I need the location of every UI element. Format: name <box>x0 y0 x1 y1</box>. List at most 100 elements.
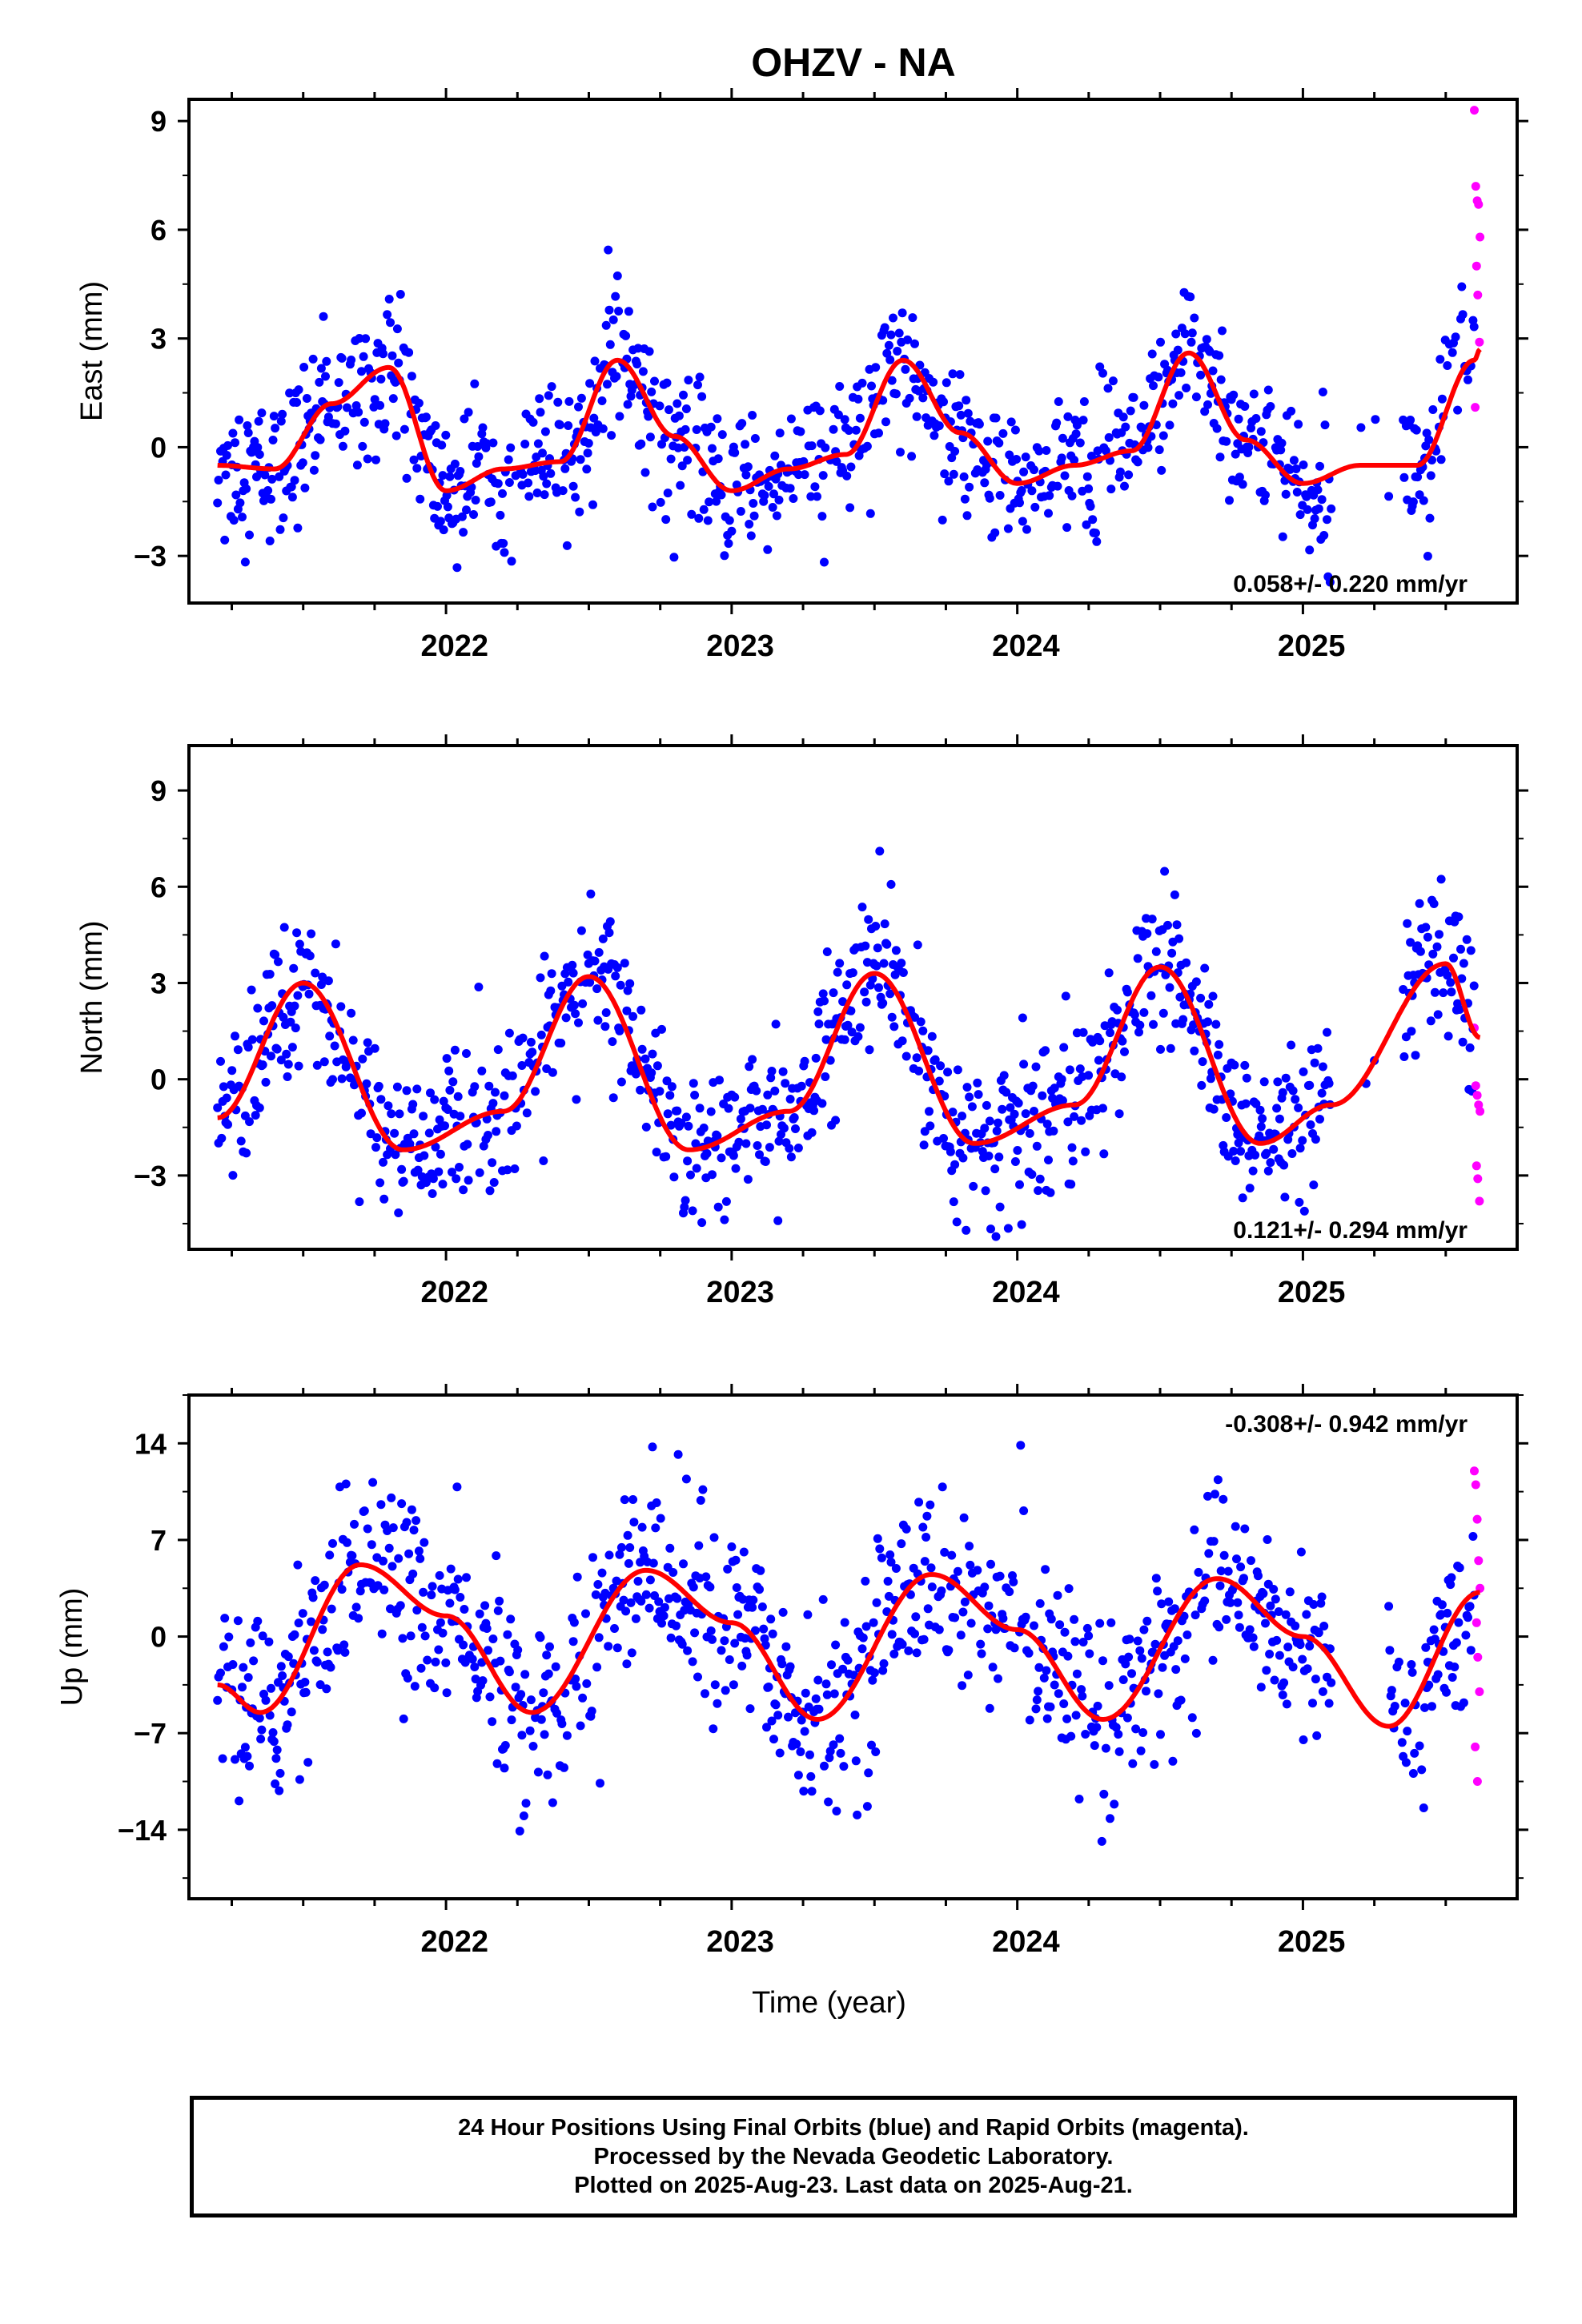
final-point <box>980 478 990 488</box>
final-point <box>520 440 530 448</box>
final-point <box>1315 1115 1324 1124</box>
final-point <box>583 448 592 458</box>
final-point <box>409 1129 419 1139</box>
final-point <box>1419 1803 1428 1812</box>
final-point <box>438 1180 448 1189</box>
final-point <box>1274 1607 1283 1616</box>
final-point <box>323 412 333 422</box>
final-point <box>1136 1746 1146 1755</box>
final-point <box>379 1585 389 1594</box>
final-point <box>958 1112 967 1121</box>
final-point <box>923 1604 933 1614</box>
final-point <box>982 1100 991 1110</box>
final-point <box>604 1642 613 1651</box>
final-point <box>631 1614 640 1623</box>
final-point <box>871 1747 881 1756</box>
final-point <box>370 395 379 404</box>
final-point <box>710 1680 720 1690</box>
final-point <box>1149 381 1158 391</box>
final-point <box>231 490 241 500</box>
final-point <box>428 1174 438 1184</box>
final-point <box>1426 1016 1435 1026</box>
final-point <box>337 353 347 363</box>
final-point <box>624 307 633 316</box>
final-point <box>914 1066 924 1076</box>
final-point <box>1433 1010 1443 1019</box>
final-point <box>1166 1043 1175 1053</box>
final-point <box>683 456 693 465</box>
final-point <box>240 1743 250 1752</box>
final-point <box>1171 329 1181 339</box>
final-point <box>1104 1681 1114 1691</box>
final-point <box>253 1616 263 1626</box>
final-point <box>674 411 684 420</box>
final-point <box>443 502 452 512</box>
final-point <box>875 1544 885 1554</box>
final-point <box>448 1077 458 1087</box>
final-point <box>330 1041 339 1051</box>
final-point <box>1115 467 1125 476</box>
final-point <box>1167 948 1177 958</box>
final-point <box>276 416 286 426</box>
final-point <box>848 968 857 978</box>
final-point <box>1238 1193 1247 1203</box>
final-point <box>891 1564 901 1573</box>
final-point <box>489 1178 499 1187</box>
final-point <box>840 415 849 424</box>
final-point <box>1291 464 1301 473</box>
final-point <box>271 1754 281 1763</box>
final-point <box>1078 1638 1088 1647</box>
final-point <box>889 313 897 323</box>
final-point <box>295 939 304 949</box>
final-point <box>983 1624 993 1634</box>
final-point <box>1420 1703 1429 1712</box>
final-point <box>662 1076 672 1086</box>
final-point <box>1453 405 1463 415</box>
final-point <box>1072 420 1082 430</box>
final-point <box>690 1091 700 1100</box>
final-point <box>231 1031 239 1041</box>
final-point <box>760 1634 769 1643</box>
rapid-point <box>1473 1174 1483 1184</box>
final-point <box>243 421 252 430</box>
final-point <box>472 459 481 468</box>
final-point <box>1066 1180 1076 1189</box>
final-point <box>883 1577 893 1586</box>
final-point <box>1446 1580 1456 1590</box>
final-point <box>1067 491 1077 501</box>
final-point <box>813 1675 823 1685</box>
final-point <box>1234 1610 1243 1620</box>
final-point <box>496 510 505 520</box>
final-point <box>506 443 516 452</box>
final-point <box>661 1152 671 1161</box>
final-point <box>966 1618 976 1628</box>
final-point <box>542 479 552 489</box>
final-point <box>897 308 907 318</box>
final-point <box>1317 1088 1327 1098</box>
final-point <box>480 1601 490 1610</box>
final-point <box>1034 446 1044 456</box>
final-point <box>1203 1491 1212 1501</box>
final-point <box>875 846 885 856</box>
final-point <box>1187 328 1197 338</box>
final-point <box>920 1557 930 1566</box>
final-point <box>293 991 303 1000</box>
final-point <box>775 428 785 438</box>
final-point <box>874 428 883 438</box>
final-point <box>243 1751 252 1761</box>
final-point <box>327 1604 336 1614</box>
final-point <box>1034 1687 1043 1696</box>
final-point <box>829 1740 838 1750</box>
final-point <box>216 1668 225 1678</box>
final-point <box>564 977 573 987</box>
final-point <box>1203 1017 1212 1027</box>
final-point <box>318 1625 327 1634</box>
final-point <box>367 1540 376 1550</box>
final-point <box>1415 899 1424 908</box>
final-point <box>581 1609 590 1618</box>
final-point <box>243 1673 253 1683</box>
final-point <box>574 402 583 412</box>
final-point <box>878 999 888 1008</box>
final-point <box>1038 1091 1047 1100</box>
final-point <box>1190 1525 1199 1534</box>
